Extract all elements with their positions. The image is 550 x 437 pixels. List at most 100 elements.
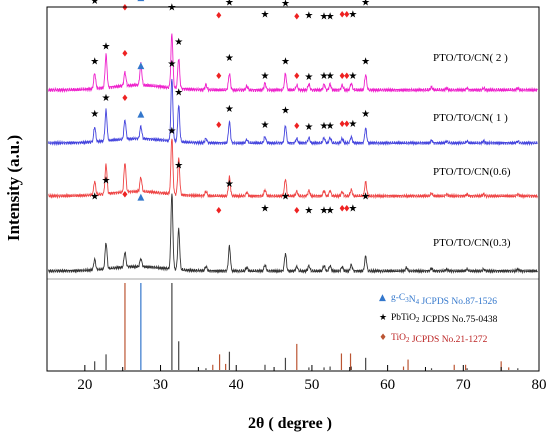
peak-marker-star: ★ bbox=[361, 109, 370, 120]
spectrum-line-2 bbox=[48, 78, 538, 147]
peak-marker-star: ★ bbox=[102, 93, 111, 104]
legend-symbol-2: ★ bbox=[379, 313, 387, 323]
peak-marker-diamond: ♦ bbox=[338, 205, 346, 215]
peak-marker-star: ★ bbox=[281, 191, 290, 202]
peak-marker-star: ★ bbox=[304, 72, 313, 83]
peak-marker-diamond: ♦ bbox=[343, 120, 351, 130]
legend-label-3: TiO2 JCPDS No.21-1272 bbox=[391, 333, 488, 345]
peak-marker-star: ★ bbox=[320, 121, 329, 132]
peak-marker-star: ★ bbox=[348, 71, 357, 82]
peak-marker-diamond: ♦ bbox=[121, 49, 129, 59]
peak-marker-star: ★ bbox=[320, 11, 329, 22]
peak-marker-star: ★ bbox=[304, 205, 313, 216]
x-tick-label: 20 bbox=[77, 377, 92, 393]
spectrum-line-4 bbox=[48, 193, 538, 275]
peak-marker-star: ★ bbox=[326, 71, 335, 82]
peak-marker-star: ★ bbox=[281, 56, 290, 67]
spectra-layer bbox=[48, 33, 538, 275]
peak-marker-star: ★ bbox=[261, 9, 270, 20]
legend: ▲ g-C3N4 JCPDS No.87-1526 ★ PbTiO2 JCPDS No… bbox=[379, 293, 498, 345]
sample-label-1: PTO/TO/CN( 2 ) bbox=[433, 52, 508, 64]
peak-marker-star: ★ bbox=[320, 205, 329, 216]
peak-marker-star: ★ bbox=[90, 191, 99, 202]
axes: 20 30 40 50 60 70 80 bbox=[46, 6, 547, 393]
peak-marker-diamond: ♦ bbox=[338, 72, 346, 82]
peak-marker-star: ★ bbox=[361, 191, 370, 202]
peak-marker-star: ★ bbox=[90, 0, 99, 7]
peak-marker-triangle: ▲ bbox=[137, 109, 144, 119]
sample-label-3: PTO/TO/CN(0.6) bbox=[433, 166, 511, 178]
peak-marker-triangle: ▲ bbox=[137, 61, 144, 71]
x-tick-label: 60 bbox=[380, 377, 395, 393]
peak-marker-diamond: ♦ bbox=[343, 10, 351, 20]
peak-marker-star: ★ bbox=[304, 122, 313, 133]
x-tick-label: 50 bbox=[304, 377, 319, 393]
peak-marker-star: ★ bbox=[261, 120, 270, 131]
peak-marker-star: ★ bbox=[261, 204, 270, 215]
peak-marker-star: ★ bbox=[326, 11, 335, 22]
plot-frame bbox=[46, 6, 540, 372]
peak-marker-star: ★ bbox=[326, 121, 335, 132]
x-axis-title: 2θ ( degree ) bbox=[248, 415, 332, 432]
legend-label-1: g-C3N4 JCPDS No.87-1526 bbox=[391, 293, 497, 307]
reference-layer bbox=[47, 278, 539, 370]
legend-label-2: PbTiO2 JCPDS No.75-0438 bbox=[391, 313, 498, 325]
peak-marker-star: ★ bbox=[174, 88, 183, 99]
peak-marker-star: ★ bbox=[167, 3, 176, 14]
peak-marker-star: ★ bbox=[361, 56, 370, 67]
peak-marker-diamond: ♦ bbox=[121, 191, 129, 201]
peak-marker-star: ★ bbox=[304, 10, 313, 21]
peak-marker-star: ★ bbox=[167, 59, 176, 70]
peak-marker-triangle: ▲ bbox=[137, 0, 144, 3]
peak-marker-diamond: ♦ bbox=[338, 10, 346, 20]
peak-marker-star: ★ bbox=[167, 126, 176, 137]
peak-marker-star: ★ bbox=[102, 41, 111, 52]
peak-marker-star: ★ bbox=[174, 37, 183, 48]
x-tick-label: 30 bbox=[153, 377, 168, 393]
peak-marker-diamond: ♦ bbox=[215, 72, 223, 82]
peak-marker-diamond: ♦ bbox=[215, 121, 223, 131]
peak-marker-diamond: ♦ bbox=[121, 4, 129, 14]
peak-marker-diamond: ♦ bbox=[338, 120, 346, 130]
peak-marker-diamond: ♦ bbox=[343, 72, 351, 82]
peak-marker-star: ★ bbox=[174, 161, 183, 172]
sample-label-2: PTO/TO/CN( 1 ) bbox=[433, 112, 508, 124]
peak-marker-star: ★ bbox=[261, 71, 270, 82]
peak-marker-star: ★ bbox=[348, 9, 357, 20]
peak-marker-star: ★ bbox=[225, 104, 234, 115]
peak-marker-diamond: ♦ bbox=[293, 206, 301, 216]
peak-marker-star: ★ bbox=[225, 53, 234, 64]
peak-marker-diamond: ♦ bbox=[293, 72, 301, 82]
peak-marker-star: ★ bbox=[225, 179, 234, 190]
peak-marker-star: ★ bbox=[348, 119, 357, 130]
y-axis-title: Intensity (a.u.) bbox=[4, 135, 23, 241]
peak-marker-diamond: ♦ bbox=[215, 11, 223, 21]
peak-marker-star: ★ bbox=[281, 0, 290, 10]
peak-marker-diamond: ♦ bbox=[343, 205, 351, 215]
legend-symbol-1: ▲ bbox=[379, 293, 386, 303]
peak-marker-diamond: ♦ bbox=[293, 12, 301, 22]
x-tick-label: 70 bbox=[456, 377, 471, 393]
peak-marker-star: ★ bbox=[90, 56, 99, 67]
peak-marker-star: ★ bbox=[225, 0, 234, 9]
legend-symbol-3: ♦ bbox=[379, 333, 387, 343]
peak-marker-layer: ★★♦▲★★♦★★★♦★★★♦♦★★★★♦▲★★♦★★★♦★★★♦♦★★★★♦▲… bbox=[90, 0, 370, 216]
sample-label-layer: PTO/TO/CN( 2 ) PTO/TO/CN( 1 ) PTO/TO/CN(0.… bbox=[433, 52, 511, 249]
peak-marker-star: ★ bbox=[361, 0, 370, 9]
peak-marker-star: ★ bbox=[281, 106, 290, 117]
peak-marker-star: ★ bbox=[102, 175, 111, 186]
peak-marker-star: ★ bbox=[102, 0, 111, 1]
peak-marker-diamond: ♦ bbox=[293, 122, 301, 132]
peak-marker-diamond: ♦ bbox=[215, 206, 223, 216]
peak-marker-star: ★ bbox=[348, 204, 357, 215]
x-tick-label: 40 bbox=[229, 377, 244, 393]
spectrum-line-1 bbox=[48, 33, 538, 94]
peak-marker-star: ★ bbox=[320, 71, 329, 82]
sample-label-4: PTO/TO/CN(0.3) bbox=[433, 237, 511, 249]
peak-marker-diamond: ♦ bbox=[121, 94, 129, 104]
x-tick-label: 80 bbox=[532, 377, 547, 393]
peak-marker-star: ★ bbox=[326, 205, 335, 216]
spectrum-line-3 bbox=[48, 138, 538, 200]
peak-marker-star: ★ bbox=[90, 109, 99, 120]
